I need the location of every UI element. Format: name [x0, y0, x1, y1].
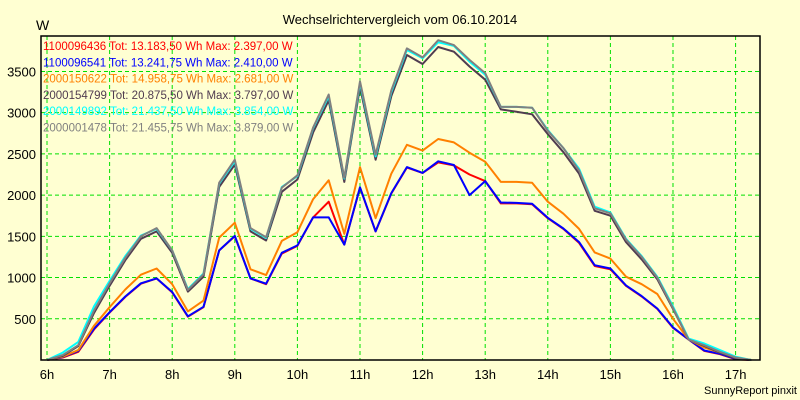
legend-entry: 2000149892 Tot: 21.437,50 Wh Max: 3.854,… [43, 106, 294, 118]
x-tick-label: 16h [662, 367, 684, 382]
x-tick-label: 10h [287, 367, 309, 382]
x-tick-label: 12h [412, 367, 434, 382]
x-tick-label: 15h [600, 367, 622, 382]
series-lines [46, 39, 752, 361]
y-tick-label: 2000 [7, 188, 36, 203]
y-tick-label: 500 [14, 312, 36, 327]
legend-entry: 2000001478 Tot: 21.455,75 Wh Max: 3.879,… [43, 123, 294, 135]
y-axis-label: W [36, 17, 50, 33]
y-tick-label: 3000 [7, 106, 36, 121]
legend-entry: 2000154799 Tot: 20.875,50 Wh Max: 3.797,… [43, 90, 294, 102]
y-tick-label: 2500 [7, 147, 36, 162]
series-line [46, 138, 752, 361]
legend: 1100096436 Tot: 13.183,50 Wh Max: 2.397,… [43, 41, 294, 135]
x-tick-label: 6h [40, 367, 54, 382]
x-tick-label: 17h [725, 367, 747, 382]
y-tick-label: 3500 [7, 64, 36, 79]
axis-ticks: 6h 7h 8h 9h 10h 11h 12h 13h 14h 15h 16h 17h 500 1000 1… [7, 64, 746, 382]
x-tick-label: 14h [537, 367, 559, 382]
y-tick-label: 1500 [7, 229, 36, 244]
legend-entry: 1100096436 Tot: 13.183,50 Wh Max: 2.397,… [43, 41, 293, 53]
series-line [46, 39, 752, 361]
plot-frame [40, 35, 761, 361]
x-tick-label: 8h [165, 367, 179, 382]
y-tick-label: 1000 [7, 271, 36, 286]
series-line [46, 46, 752, 361]
x-tick-label: 9h [228, 367, 242, 382]
x-tick-label: 7h [102, 367, 116, 382]
footer-credit: SunnyReport pinxit [704, 385, 797, 397]
series-line [46, 160, 752, 361]
x-tick-label: 13h [474, 367, 496, 382]
chart-title: Wechselrichtervergleich vom 06.10.2014 [283, 12, 518, 27]
x-tick-label: 11h [350, 367, 371, 382]
legend-entry: 1100096541 Tot: 13.241,75 Wh Max: 2.410,… [43, 57, 293, 69]
legend-entry: 2000150622 Tot: 14.958,75 Wh Max: 2.681,… [43, 74, 294, 86]
